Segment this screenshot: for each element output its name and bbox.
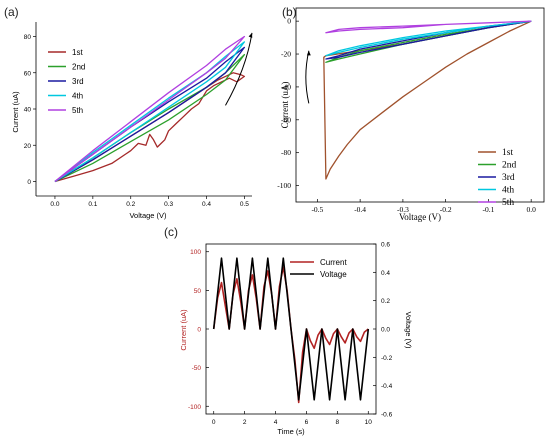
- legend-label: 4th: [502, 186, 514, 196]
- panel-label-c: (c): [164, 225, 178, 239]
- x-axis-label-a: Voltage (V): [129, 211, 167, 220]
- y-right-tick-label: -0.6: [381, 412, 393, 419]
- legend-label: 1st: [72, 48, 83, 57]
- y-tick-label: 20: [24, 143, 32, 150]
- x-tick-label: 0.5: [240, 201, 249, 208]
- y-tick-label: 60: [24, 70, 32, 77]
- y-tick-label: 40: [24, 107, 32, 114]
- legend-label: 3rd: [502, 173, 515, 183]
- legend-label: 4th: [72, 92, 83, 101]
- y-tick-label: -100: [188, 404, 201, 411]
- series-line-5th: [54, 35, 246, 183]
- x-tick-label: 0: [212, 419, 216, 426]
- legend-label: Current: [320, 258, 347, 267]
- series-line-5th: [325, 20, 532, 34]
- series-line-4th: [325, 20, 532, 57]
- series-line-4th: [54, 41, 246, 183]
- y-right-tick-label: -0.4: [381, 383, 393, 390]
- x-tick-label: 10: [365, 419, 373, 426]
- y-tick-label: -80: [281, 148, 291, 157]
- y-axis-label-right-c: Voltage (V): [404, 311, 413, 349]
- x-tick-label: -0.2: [440, 205, 452, 214]
- x-tick-label: -0.5: [311, 205, 323, 214]
- x-tick-label: 0.0: [50, 201, 59, 208]
- x-tick-label: -0.3: [397, 205, 409, 214]
- x-axis-label-b: Voltage (V): [399, 212, 441, 222]
- y-tick-label: 0: [197, 327, 201, 334]
- x-tick-label: 2: [243, 419, 247, 426]
- series-line-voltage: [212, 257, 370, 401]
- plot-frame-b: [295, 7, 545, 203]
- y-tick-label: -50: [192, 365, 202, 372]
- y-tick-label: -60: [281, 115, 291, 124]
- y-axis-label-b: Current (uA): [280, 82, 290, 129]
- x-tick-label: 4: [274, 419, 278, 426]
- y-right-tick-label: 0.6: [381, 242, 390, 249]
- x-tick-label: -0.4: [354, 205, 366, 214]
- y-tick-label: 80: [24, 34, 32, 41]
- y-tick-label: -40: [281, 82, 291, 91]
- y-tick-label: 50: [194, 288, 202, 295]
- y-right-tick-label: 0.2: [381, 298, 390, 305]
- legend-label: 1st: [502, 148, 513, 158]
- x-tick-label: 0.2: [126, 201, 135, 208]
- x-tick-label: -0.1: [482, 205, 494, 214]
- y-tick-label: 100: [190, 249, 201, 256]
- x-tick-label: 0.0: [526, 205, 536, 214]
- x-tick-label: 8: [336, 419, 340, 426]
- legend-label: 3rd: [72, 77, 84, 86]
- x-tick-label: 0.4: [202, 201, 211, 208]
- y-axis-label-a: Current (uA): [11, 91, 20, 133]
- panel-label-b: (b): [282, 5, 297, 19]
- legend-label: 5th: [72, 106, 83, 115]
- trend-arrow: [225, 32, 253, 106]
- legend-label: 2nd: [72, 63, 85, 72]
- y-tick-label: -20: [281, 50, 291, 59]
- trend-arrow-head: [248, 32, 253, 38]
- y-tick-label: 0: [27, 179, 31, 186]
- x-tick-label: 0.1: [88, 201, 97, 208]
- panel-label-a: (a): [4, 5, 19, 19]
- y-tick-label: 0: [287, 17, 291, 26]
- x-tick-label: 0.3: [164, 201, 173, 208]
- trend-arrow-head: [306, 50, 311, 56]
- legend-label: 5th: [502, 198, 514, 208]
- y-right-tick-label: 0.0: [381, 327, 390, 334]
- y-right-tick-label: -0.2: [381, 355, 393, 362]
- x-axis-label-c: Time (s): [277, 427, 305, 436]
- y-tick-label: -100: [277, 181, 291, 190]
- legend-label: 2nd: [502, 161, 517, 171]
- y-right-tick-label: 0.4: [381, 270, 390, 277]
- y-axis-label-c: Current (uA): [179, 309, 188, 351]
- x-tick-label: 6: [305, 419, 309, 426]
- legend-label: Voltage: [320, 270, 347, 279]
